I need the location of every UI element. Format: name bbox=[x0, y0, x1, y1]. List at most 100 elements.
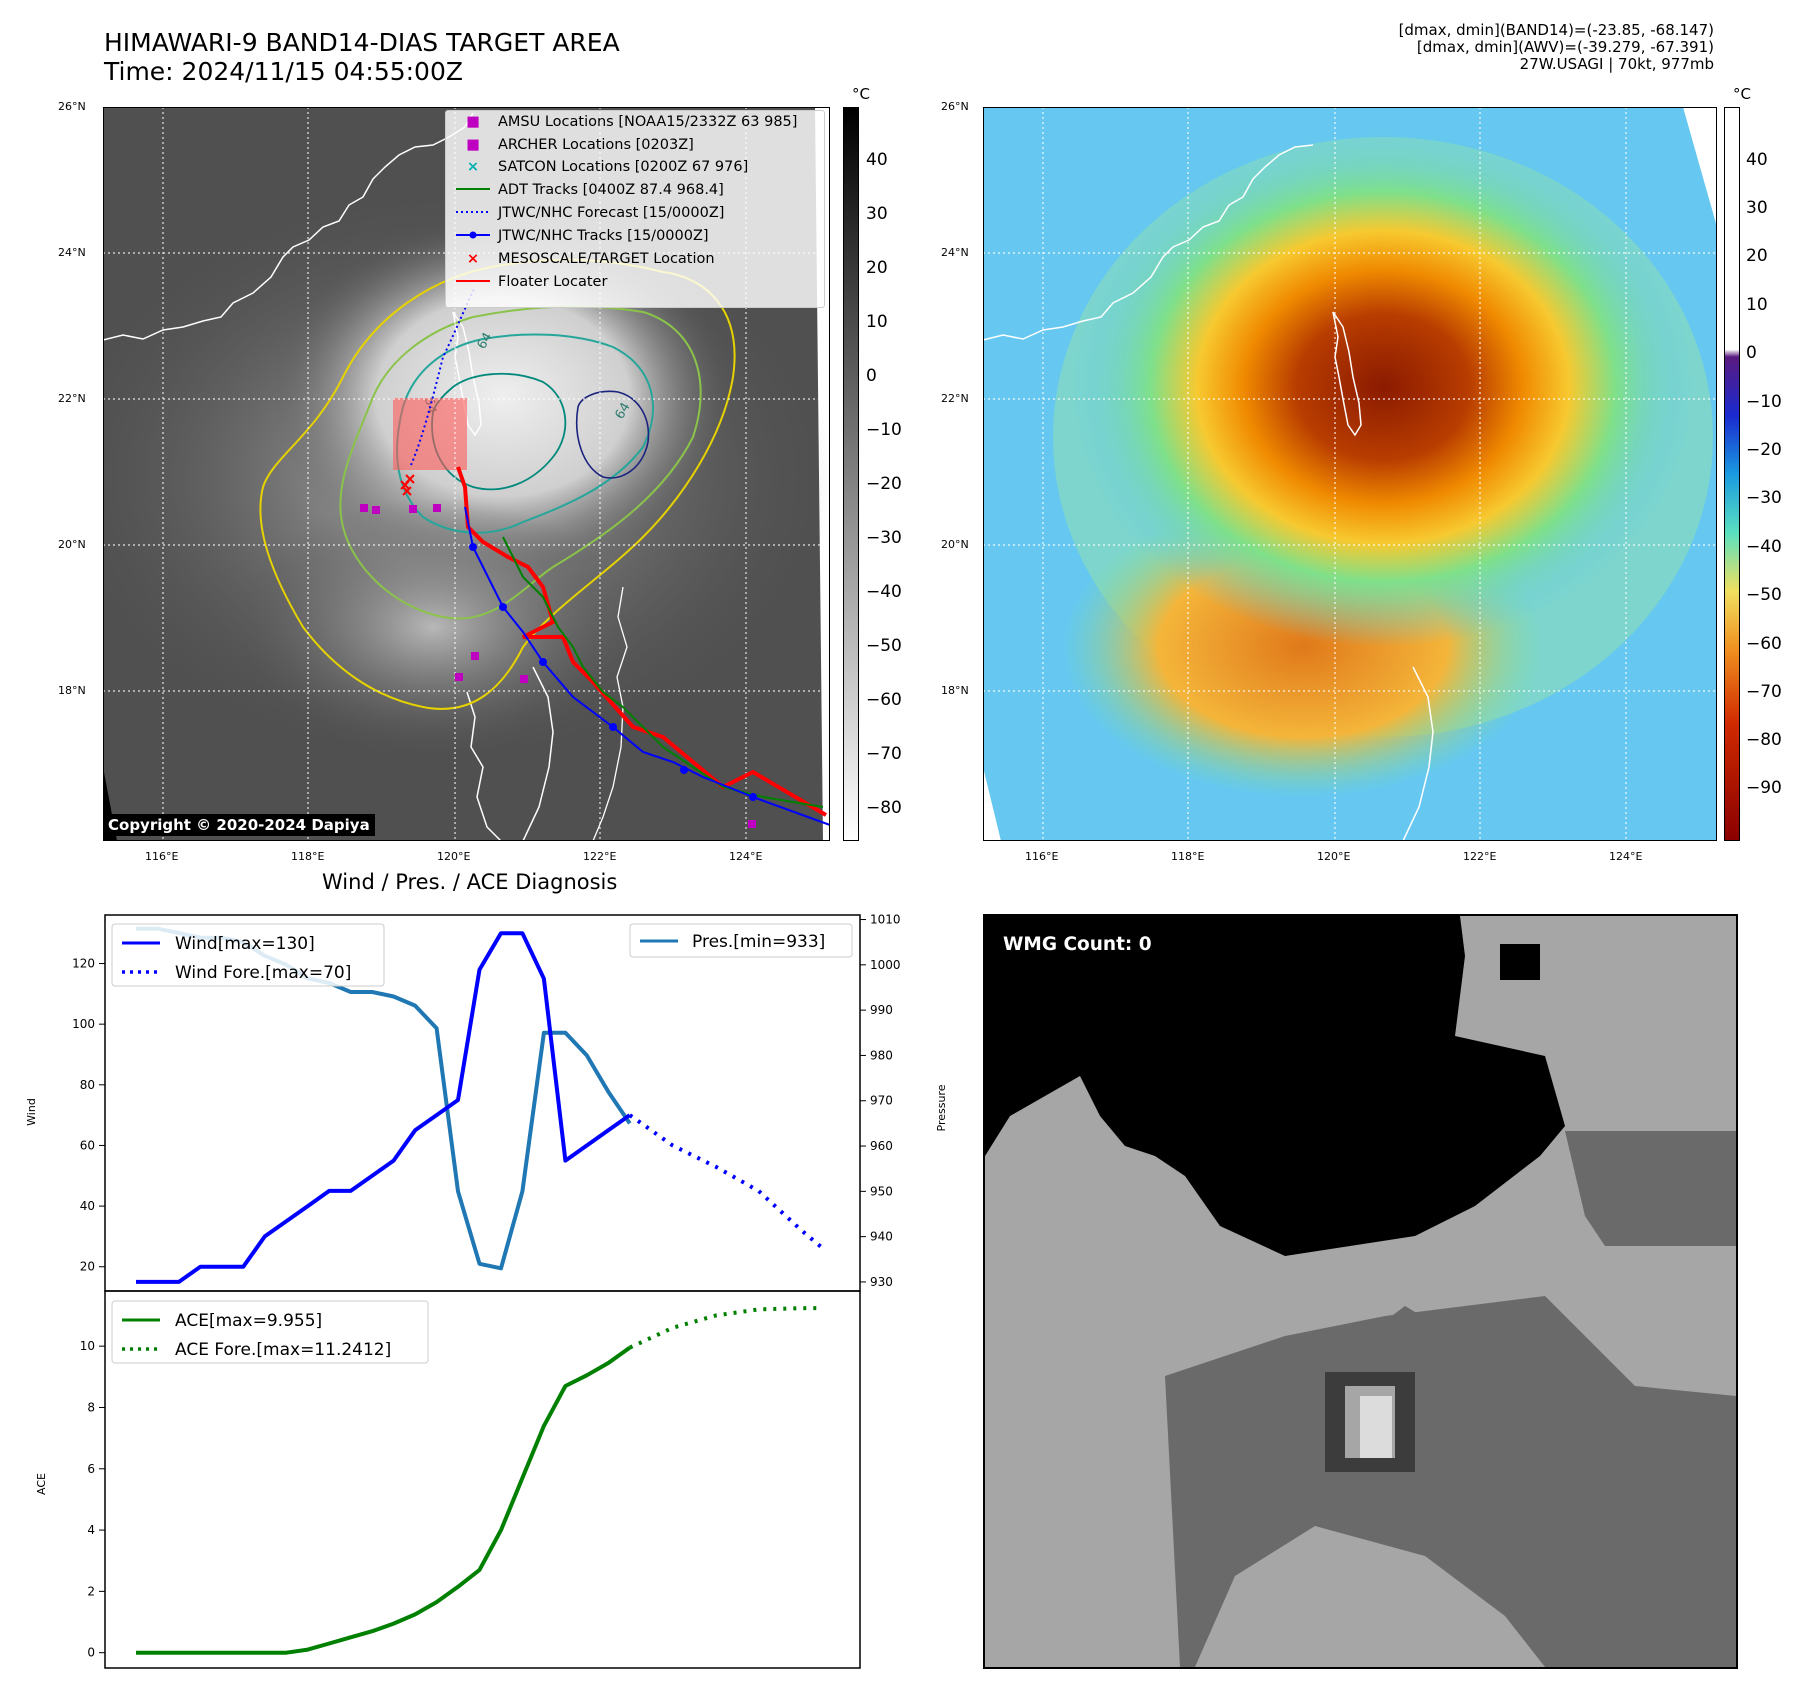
lat-label-20: 20°N bbox=[941, 538, 969, 551]
left-cb-tick: −10 bbox=[866, 420, 902, 440]
lat-label-18: 18°N bbox=[58, 684, 86, 697]
figure-title: HIMAWARI-9 BAND14-DIAS TARGET AREA Time:… bbox=[104, 28, 620, 86]
awv-core bbox=[1073, 127, 1693, 647]
title-line-1: HIMAWARI-9 BAND14-DIAS TARGET AREA bbox=[104, 28, 620, 57]
jtwc-track-points bbox=[469, 543, 757, 801]
coastline-china bbox=[103, 112, 474, 341]
lat-label-26: 26°N bbox=[941, 100, 969, 113]
wmg-panel[interactable]: WMG Count: 0 bbox=[983, 914, 1738, 1669]
left-cb-tick: −40 bbox=[866, 582, 902, 602]
right-cb-tick: 10 bbox=[1746, 295, 1768, 315]
left-map-panel[interactable]: 64 54 64 bbox=[103, 107, 830, 841]
lat-label-20: 20°N bbox=[58, 538, 86, 551]
contour-teal bbox=[396, 333, 654, 534]
legend-dotted-line-icon bbox=[456, 205, 490, 221]
diagnosis-title: Wind / Pres. / ACE Diagnosis bbox=[322, 870, 618, 894]
ace-ytick-label: 0 bbox=[87, 1646, 95, 1660]
right-cb-tick: −30 bbox=[1746, 488, 1782, 508]
legend-square-icon: ■ bbox=[466, 114, 480, 130]
legend-cross-icon: × bbox=[466, 159, 480, 175]
ace-ytick-label: 4 bbox=[87, 1523, 95, 1537]
contour-navy bbox=[575, 390, 650, 479]
legend-wind-label: Wind[max=130] bbox=[175, 934, 315, 954]
left-map-frame bbox=[103, 107, 830, 841]
lon-label-116: 116°E bbox=[1025, 850, 1059, 863]
legend-floater: Floater Locater bbox=[456, 274, 607, 290]
pressure-ytick-label: 960 bbox=[870, 1139, 893, 1153]
left-cb-tick: −30 bbox=[866, 528, 902, 548]
ace-ylabel: ACE bbox=[35, 1473, 48, 1495]
lower-cloud-band bbox=[233, 497, 633, 757]
legend-ace-label: ACE[max=9.955] bbox=[175, 1311, 322, 1331]
coastline-luzon-east bbox=[522, 666, 554, 841]
right-cb-tick: −90 bbox=[1746, 778, 1782, 798]
ace-ytick-label: 2 bbox=[87, 1584, 95, 1598]
contour-lightgreen bbox=[339, 305, 702, 620]
right-cb-tick: 40 bbox=[1746, 150, 1768, 170]
legend-adt: ADT Tracks [0400Z 87.4 968.4] bbox=[456, 182, 724, 198]
right-map-panel[interactable] bbox=[983, 107, 1717, 841]
floater-track bbox=[456, 466, 828, 817]
wind-forecast-series-line bbox=[628, 1113, 825, 1251]
wmg-black-patch bbox=[1500, 944, 1540, 980]
archer-amsu-markers bbox=[360, 504, 756, 828]
wind-yticks: 20 40 60 80 100 120 bbox=[72, 957, 105, 1274]
wmg-eye bbox=[1360, 1396, 1392, 1458]
wmg-black-region bbox=[985, 916, 1565, 1256]
left-cb-tick: −20 bbox=[866, 474, 902, 494]
lon-label-116: 116°E bbox=[145, 850, 179, 863]
ace-forecast-series-line bbox=[628, 1306, 824, 1350]
right-cb-tick: −60 bbox=[1746, 634, 1782, 654]
ace-axes-frame bbox=[104, 1290, 861, 1669]
info-line-2: [dmax, dmin](AWV)=(-39.279, -67.391) bbox=[1416, 38, 1714, 56]
jtwc-track bbox=[464, 506, 830, 826]
left-colorbar bbox=[843, 107, 859, 841]
pressure-ytick-label: 990 bbox=[870, 1003, 893, 1017]
contour-label-64a: 64 bbox=[474, 330, 495, 352]
right-cb-tick: −10 bbox=[1746, 392, 1782, 412]
ace-yticks: 0 2 4 6 8 10 bbox=[80, 1339, 105, 1660]
right-colorbar bbox=[1724, 107, 1740, 841]
legend-line-icon bbox=[456, 182, 490, 198]
wind-ytick-label: 100 bbox=[72, 1017, 95, 1031]
pressure-legend: Pres.[min=933] bbox=[629, 923, 853, 958]
left-cb-tick: 0 bbox=[866, 366, 877, 386]
left-cb-tick: 30 bbox=[866, 204, 888, 224]
coastline-luzon bbox=[1402, 666, 1434, 841]
pressure-ytick-label: 1000 bbox=[870, 958, 901, 972]
ace-ytick-label: 10 bbox=[80, 1339, 95, 1353]
adt-track bbox=[502, 536, 824, 808]
pressure-ytick-label: 940 bbox=[870, 1230, 893, 1244]
lon-label-120: 120°E bbox=[1317, 850, 1351, 863]
pressure-ylabel: Pressure bbox=[935, 1084, 948, 1131]
wind-legend: Wind[max=130] Wind Fore.[max=70] bbox=[111, 923, 385, 987]
right-cb-tick: 20 bbox=[1746, 246, 1768, 266]
wmg-count-label: WMG Count: 0 bbox=[1003, 934, 1152, 955]
ace-legend: ACE[max=9.955] ACE Fore.[max=11.2412] bbox=[111, 1300, 429, 1364]
right-cb-tick: −40 bbox=[1746, 537, 1782, 557]
lon-label-122: 122°E bbox=[583, 850, 617, 863]
lon-label-118: 118°E bbox=[291, 850, 325, 863]
lon-label-124: 124°E bbox=[729, 850, 763, 863]
left-cb-tick: 20 bbox=[866, 258, 888, 278]
wind-series-line bbox=[136, 931, 631, 1284]
legend-satcon: × SATCON Locations [0200Z 67 976] bbox=[456, 159, 748, 175]
legend-cross-icon: × bbox=[466, 251, 480, 267]
legend-forecast: JTWC/NHC Forecast [15/0000Z] bbox=[456, 205, 724, 221]
wind-ytick-label: 60 bbox=[80, 1138, 95, 1152]
lat-label-26: 26°N bbox=[58, 100, 86, 113]
legend-ace-forecast-label: ACE Fore.[max=11.2412] bbox=[175, 1340, 391, 1360]
right-cb-tick: −20 bbox=[1746, 440, 1782, 460]
right-cb-tick: 0 bbox=[1746, 343, 1757, 363]
storm-info: [dmax, dmin](BAND14)=(-23.85, -68.147) [… bbox=[1399, 22, 1714, 73]
ace-ytick-label: 6 bbox=[87, 1462, 95, 1476]
wind-ytick-label: 40 bbox=[80, 1199, 95, 1213]
legend-pressure-label: Pres.[min=933] bbox=[692, 932, 825, 952]
wind-ytick-label: 20 bbox=[80, 1260, 95, 1274]
wind-ylabel: Wind bbox=[25, 1098, 38, 1126]
coastline-china bbox=[983, 144, 1314, 341]
lon-label-118: 118°E bbox=[1171, 850, 1205, 863]
lon-label-122: 122°E bbox=[1463, 850, 1497, 863]
mesoscale-markers bbox=[400, 474, 415, 496]
